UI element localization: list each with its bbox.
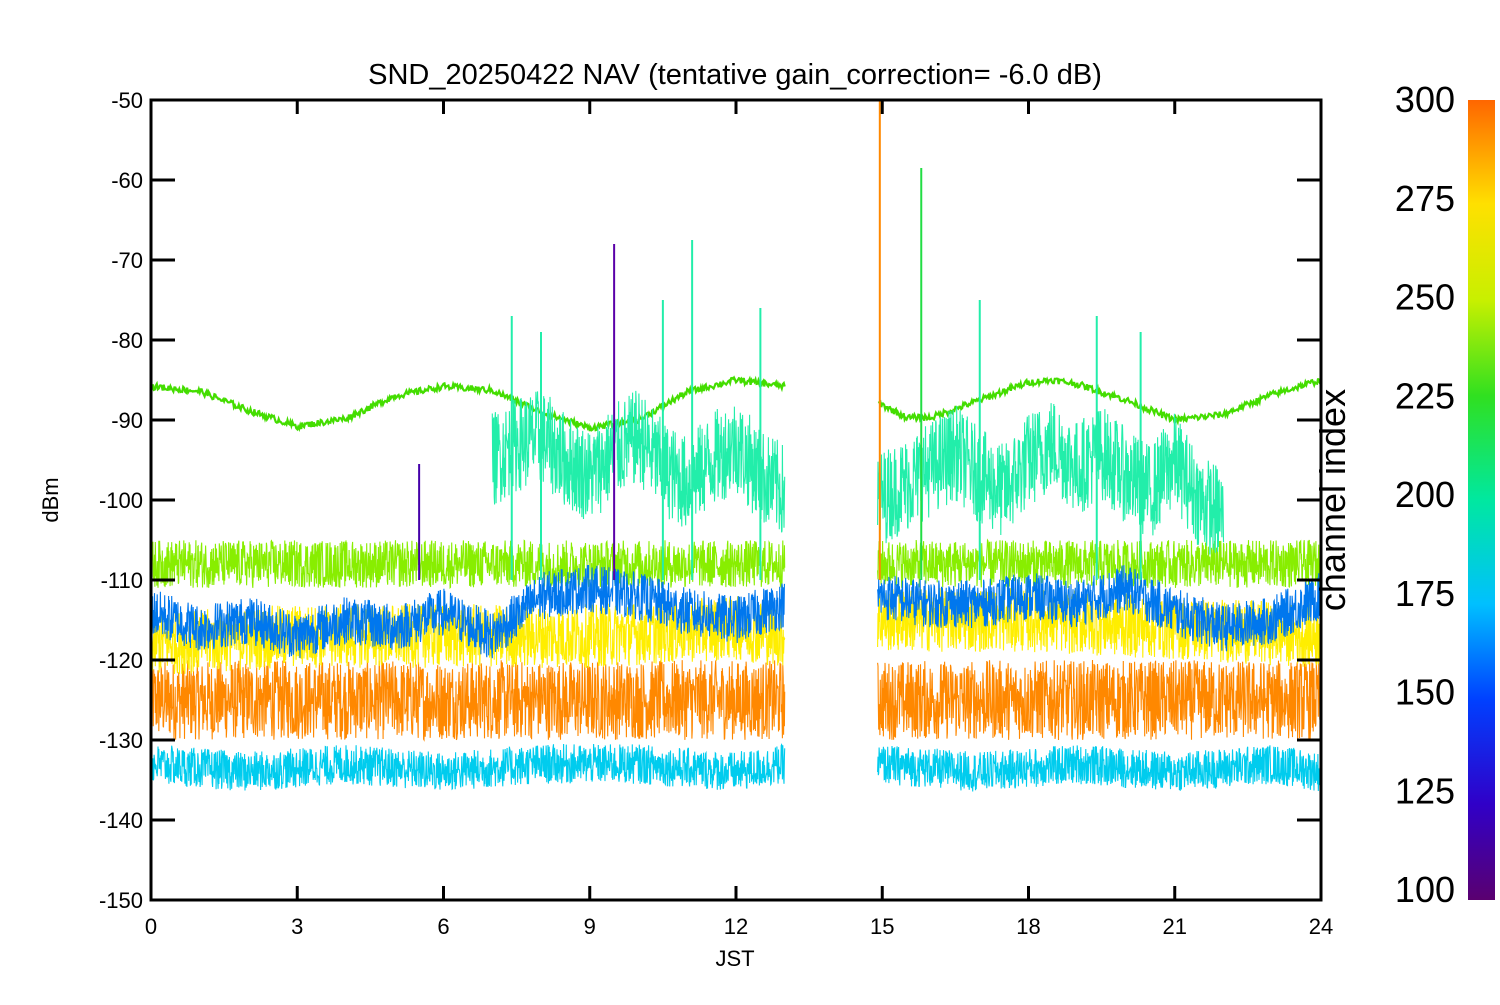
colorbar-tick-label: 125 xyxy=(1395,770,1455,811)
colorbar-tick-label: 275 xyxy=(1395,178,1455,219)
y-tick-label: -120 xyxy=(99,648,143,673)
colorbar-tick-label: 150 xyxy=(1395,672,1455,713)
y-tick-label: -150 xyxy=(99,888,143,913)
series-line-channel-290 xyxy=(151,659,1321,742)
x-tick-label: 18 xyxy=(1016,914,1040,939)
y-tick-label: -90 xyxy=(111,408,143,433)
series-line-channel-205 xyxy=(491,390,1225,555)
colorbar-label: channel index xyxy=(1312,389,1353,611)
y-tick-label: -60 xyxy=(111,168,143,193)
x-axis-label: JST xyxy=(715,946,754,971)
x-tick-label: 24 xyxy=(1309,914,1333,939)
colorbar-tick-label: 100 xyxy=(1395,869,1455,910)
x-tick-label: 3 xyxy=(291,914,303,939)
colorbar xyxy=(1468,100,1495,900)
colorbar-tick-label: 250 xyxy=(1395,277,1455,318)
series-line-channel-155 xyxy=(151,564,1321,659)
y-tick-label: -80 xyxy=(111,328,143,353)
colorbar-tick-label: 225 xyxy=(1395,375,1455,416)
y-axis-label: dBm xyxy=(38,477,63,522)
colorbar-axis: 300 275 250 225 200 175 150 125 100 xyxy=(1395,79,1455,910)
y-tick-label: -50 xyxy=(111,88,143,113)
series-line-channel-245 xyxy=(151,538,1321,590)
x-axis: 0 3 6 9 12 15 18 21 24 xyxy=(145,100,1333,939)
colorbar-tick-label: 200 xyxy=(1395,474,1455,515)
x-tick-label: 15 xyxy=(870,914,894,939)
x-tick-label: 21 xyxy=(1163,914,1187,939)
chart-title: SND_20250422 NAV (tentative gain_correct… xyxy=(368,59,1102,91)
y-tick-label: -70 xyxy=(111,248,143,273)
y-tick-label: -130 xyxy=(99,728,143,753)
y-tick-label: -140 xyxy=(99,808,143,833)
x-tick-label: 9 xyxy=(584,914,596,939)
x-tick-label: 6 xyxy=(437,914,449,939)
y-tick-label: -110 xyxy=(101,568,143,593)
x-tick-label: 12 xyxy=(724,914,748,939)
x-tick-label: 0 xyxy=(145,914,157,939)
colorbar-tick-label: 175 xyxy=(1395,573,1455,614)
series-line-channel-235 xyxy=(151,375,1321,433)
colorbar-tick-label: 300 xyxy=(1395,79,1455,120)
plot-area xyxy=(151,100,1321,792)
series-line-channel-180 xyxy=(151,743,1321,792)
y-tick-label: -100 xyxy=(99,488,143,513)
y-axis: -50 -60 -70 -80 -90 -100 -110 -120 -130 -140 -150 xyxy=(99,88,1321,913)
